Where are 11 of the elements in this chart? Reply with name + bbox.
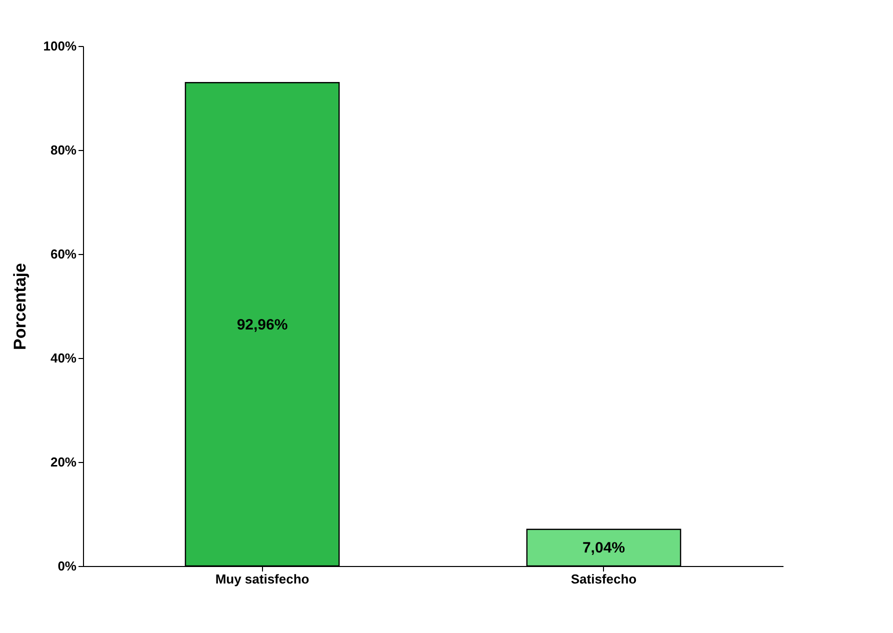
y-axis-title: Porcentaje (10, 263, 30, 350)
x-tick-label: Satisfecho (570, 572, 637, 586)
y-tick-label: 40% (50, 350, 77, 366)
y-tick-label: 0% (58, 558, 77, 574)
y-tick-label: 100% (43, 38, 77, 54)
y-tick-label: 60% (50, 246, 77, 262)
y-tick-label: 80% (50, 142, 77, 158)
x-tick-label: Muy satisfecho (215, 572, 310, 586)
data-label: 7,04% (582, 540, 626, 557)
y-tick-label: 20% (50, 454, 77, 470)
data-label: 92,96% (236, 316, 288, 334)
